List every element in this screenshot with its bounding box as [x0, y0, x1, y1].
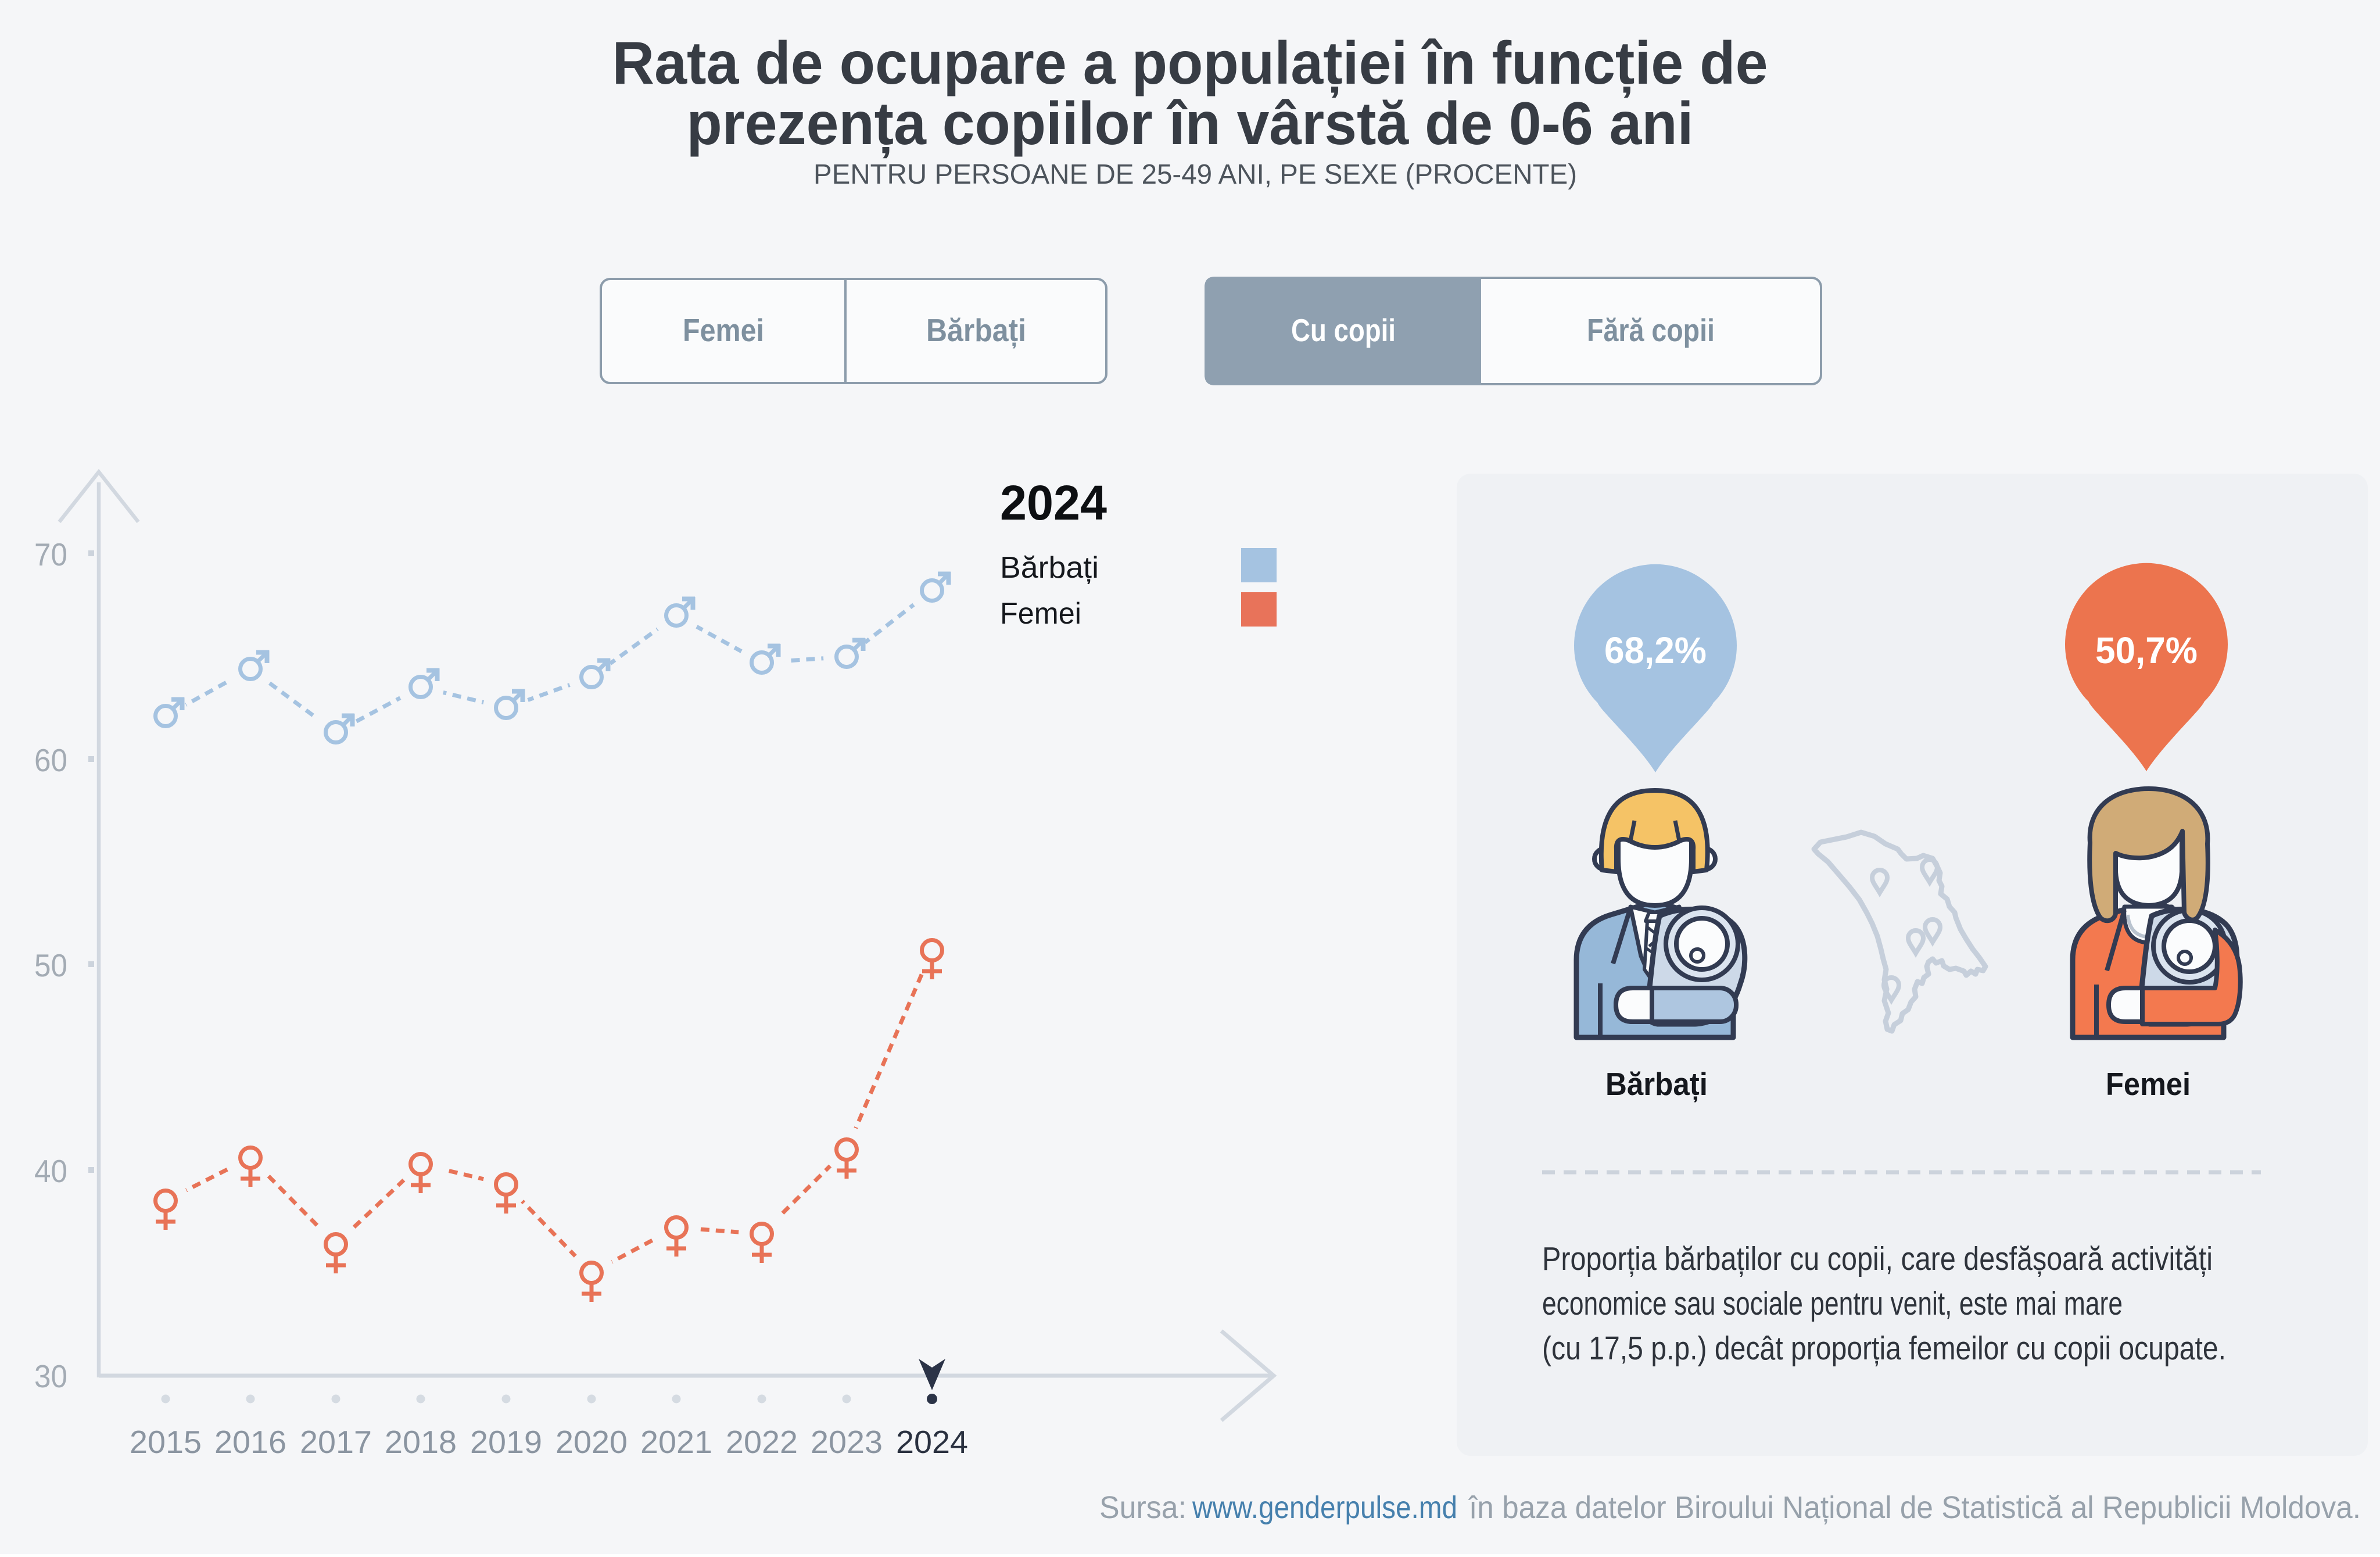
svg-text:2024: 2024 [1000, 475, 1107, 530]
svg-text:(cu 17,5 p.p.) decât proporția: (cu 17,5 p.p.) decât proporția femeilor … [1542, 1330, 2226, 1367]
svg-text:2015: 2015 [130, 1424, 202, 1460]
svg-text:economice sau sociale pentru v: economice sau sociale pentru venit, este… [1542, 1285, 2123, 1322]
svg-text:Sursa:: Sursa: [1099, 1490, 1187, 1525]
svg-text:Fără copii: Fără copii [1587, 312, 1715, 348]
svg-text:2019: 2019 [470, 1424, 542, 1460]
svg-text:www.genderpulse.md: www.genderpulse.md [1192, 1490, 1457, 1525]
svg-text:2020: 2020 [555, 1424, 628, 1460]
svg-text:2016: 2016 [214, 1424, 286, 1460]
svg-text:70: 70 [34, 536, 67, 572]
svg-text:Bărbați: Bărbați [1605, 1066, 1708, 1103]
svg-text:Bărbați: Bărbați [926, 312, 1026, 349]
svg-text:2017: 2017 [300, 1424, 372, 1460]
svg-text:în baza datelor Biroului Națio: în baza datelor Biroului Național de Sta… [1468, 1490, 2361, 1525]
svg-text:2021: 2021 [640, 1424, 712, 1460]
svg-text:prezența copiilor în vârstă de: prezența copiilor în vârstă de 0-6 ani [687, 90, 1694, 158]
svg-text:60: 60 [34, 742, 67, 778]
svg-text:Bărbați: Bărbați [1000, 551, 1099, 585]
svg-text:PENTRU PERSOANE DE 25-49 ANI,: PENTRU PERSOANE DE 25-49 ANI, PE SEXE (P… [813, 159, 1577, 190]
svg-text:Proporția bărbaților cu copii,: Proporția bărbaților cu copii, care desf… [1542, 1240, 2213, 1277]
svg-text:2022: 2022 [726, 1424, 798, 1460]
svg-text:2023: 2023 [811, 1424, 883, 1460]
svg-text:30: 30 [34, 1358, 67, 1394]
svg-text:Rata de ocupare a populației î: Rata de ocupare a populației în funcție … [612, 30, 1768, 98]
svg-text:Femei: Femei [1000, 597, 1081, 631]
svg-text:50: 50 [34, 947, 67, 983]
svg-text:68,2%: 68,2% [1604, 629, 1707, 671]
svg-text:2024: 2024 [896, 1424, 968, 1460]
svg-text:50,7%: 50,7% [2095, 629, 2198, 671]
svg-text:40: 40 [34, 1153, 67, 1189]
svg-text:Femei: Femei [2106, 1066, 2191, 1102]
svg-text:2018: 2018 [385, 1424, 457, 1460]
svg-text:Femei: Femei [683, 312, 764, 348]
svg-text:Cu copii: Cu copii [1291, 312, 1396, 348]
